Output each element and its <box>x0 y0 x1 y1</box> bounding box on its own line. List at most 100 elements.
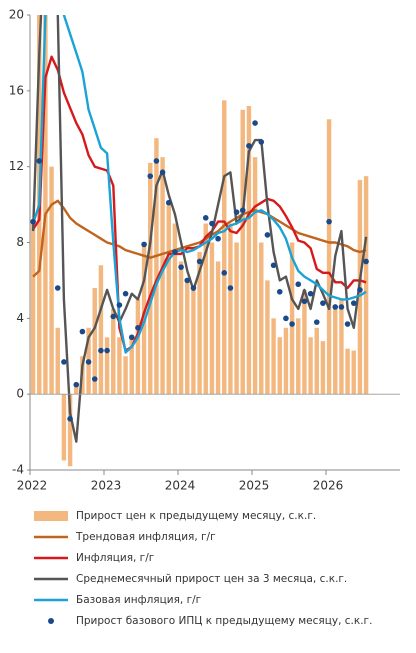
bar <box>178 261 184 395</box>
bar <box>339 299 344 395</box>
dot <box>338 304 345 310</box>
dot <box>79 328 86 335</box>
bar <box>92 288 97 395</box>
dot <box>54 285 61 291</box>
x-tick-label: 2026 <box>313 479 344 493</box>
x-tick-label: 2023 <box>91 479 122 493</box>
legend-swatch <box>48 618 54 624</box>
dot <box>320 300 326 306</box>
bar <box>265 280 270 395</box>
dot <box>239 207 246 214</box>
bar <box>74 384 79 395</box>
dot <box>190 285 197 291</box>
bar <box>277 337 282 395</box>
bar <box>296 318 301 395</box>
legend-label: Прирост цен к предыдущему месяцу, с.к.г. <box>76 510 316 522</box>
y-tick-label: 0 <box>16 387 24 401</box>
bar <box>333 308 338 395</box>
legend-label: Трендовая инфляция, г/г <box>75 531 216 543</box>
dot <box>264 232 271 238</box>
dot <box>178 264 184 270</box>
bar <box>98 265 104 395</box>
bar <box>49 166 54 395</box>
y-tick-label: -4 <box>12 463 24 477</box>
bar <box>234 242 239 395</box>
dot <box>91 376 98 382</box>
bar <box>259 242 264 395</box>
bar <box>228 223 233 395</box>
dot <box>283 315 289 322</box>
y-tick-label: 8 <box>16 235 24 249</box>
dot <box>363 258 369 265</box>
dot <box>332 304 339 310</box>
dot <box>135 325 141 331</box>
dot <box>344 321 351 327</box>
x-tick-label: 2022 <box>17 479 48 493</box>
line-series <box>31 15 367 354</box>
bar <box>197 251 202 395</box>
dot <box>67 416 73 422</box>
bar <box>283 327 289 395</box>
dot <box>30 218 36 225</box>
dot <box>233 209 240 215</box>
bar <box>148 162 153 395</box>
legend-swatch <box>34 511 68 521</box>
bar <box>363 176 369 395</box>
dot <box>36 158 43 164</box>
dot <box>301 298 308 305</box>
legend-label: Прирост базового ИПЦ к предыдущему месяц… <box>76 615 372 627</box>
dot <box>98 347 104 354</box>
axes: -4 0 4 8 12 16 20 2022 2023 2024 2025 2026 <box>9 8 400 493</box>
bar <box>30 223 36 395</box>
dot <box>172 249 178 255</box>
dot <box>289 321 295 327</box>
dot <box>159 169 166 176</box>
bar <box>345 348 350 395</box>
legend-label: Инфляция, г/г <box>76 552 154 564</box>
dot <box>350 300 357 306</box>
bar <box>172 223 178 395</box>
dot <box>313 319 320 325</box>
bar <box>209 242 215 395</box>
bar <box>191 289 196 395</box>
bar <box>351 350 356 395</box>
legend-label: Базовая инфляция, г/г <box>76 594 201 606</box>
dot <box>153 158 160 164</box>
bar <box>160 157 165 395</box>
dot <box>196 258 203 265</box>
bar <box>43 15 48 395</box>
bar <box>117 337 122 395</box>
dot <box>227 285 234 291</box>
dot <box>202 215 209 221</box>
bar <box>67 394 73 467</box>
dot <box>85 359 92 365</box>
dot <box>209 220 215 227</box>
bar <box>185 280 190 395</box>
dot <box>165 199 172 206</box>
bar <box>314 327 319 395</box>
dot <box>326 218 332 225</box>
bar <box>252 157 258 395</box>
dot <box>307 290 314 297</box>
dot <box>147 173 154 179</box>
bar <box>154 138 159 395</box>
dot <box>116 302 123 308</box>
bar <box>215 261 221 395</box>
plot-area <box>30 15 369 467</box>
bar <box>203 223 208 395</box>
dot <box>246 143 252 149</box>
dot <box>295 281 302 288</box>
dot <box>104 347 110 354</box>
dot <box>270 262 277 269</box>
y-tick-label: 4 <box>16 311 24 325</box>
bar <box>326 119 332 395</box>
legend-label: Среднемесячный прирост цен за 3 месяца, … <box>76 573 347 585</box>
line-series <box>32 199 367 278</box>
dot <box>357 287 363 293</box>
bar <box>55 327 60 395</box>
dot <box>276 288 283 295</box>
bar <box>308 337 313 395</box>
dot <box>110 313 117 320</box>
dot <box>221 270 228 276</box>
bar <box>135 299 141 395</box>
